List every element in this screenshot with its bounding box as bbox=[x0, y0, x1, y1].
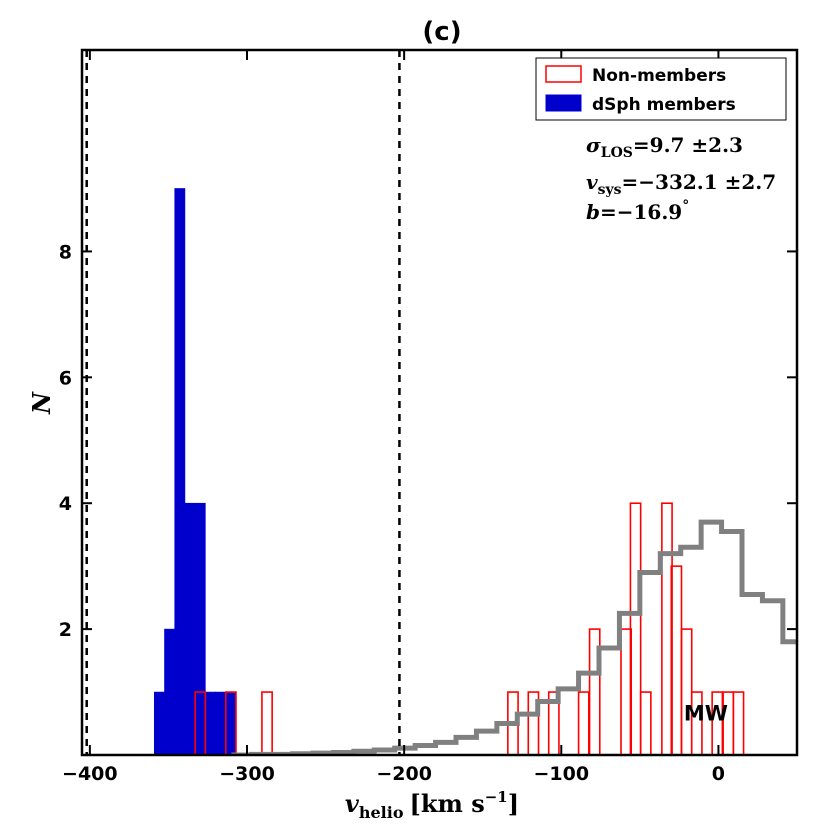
legend-swatch-nonmembers bbox=[545, 65, 582, 83]
y-axis-ticks: 2 4 6 8 bbox=[59, 241, 797, 641]
nonmember-bar bbox=[690, 691, 703, 755]
annotation-sigma: σLOS=9.7 ±2.3 bbox=[586, 133, 743, 161]
members-bars bbox=[153, 188, 237, 755]
member-bar bbox=[184, 502, 196, 755]
x-axis-ticks: −400 −300 −200 −100 0 bbox=[62, 50, 725, 785]
nonmembers-bars bbox=[194, 502, 745, 755]
legend-label-members: dSph members bbox=[592, 95, 736, 115]
x-tick-label: −100 bbox=[533, 763, 589, 785]
mw-curve bbox=[231, 519, 797, 755]
member-bar bbox=[225, 691, 237, 755]
nonmember-bar bbox=[629, 502, 642, 755]
x-tick-label: −200 bbox=[376, 763, 432, 785]
chart-title: (c) bbox=[422, 17, 461, 47]
nonmember-bar bbox=[577, 691, 590, 755]
legend-label-nonmembers: Non-members bbox=[592, 66, 726, 86]
member-bar bbox=[174, 188, 186, 755]
y-tick-label: 4 bbox=[59, 493, 72, 515]
y-tick-label: 2 bbox=[59, 619, 72, 641]
member-bar bbox=[153, 691, 165, 755]
y-axis-label: N bbox=[27, 391, 56, 415]
nonmember-bar bbox=[639, 691, 652, 755]
x-axis-label: vhelio [km s−1] bbox=[345, 788, 519, 822]
legend-swatch-members bbox=[545, 94, 582, 112]
y-tick-label: 6 bbox=[59, 367, 72, 389]
nonmember-bar bbox=[547, 691, 560, 755]
mw-step-line bbox=[231, 519, 797, 755]
annotation-vsys: vsys=−332.1 ±2.7 bbox=[586, 170, 776, 198]
nonmember-bar bbox=[732, 691, 745, 755]
member-bar bbox=[205, 691, 216, 755]
nonmember-bar bbox=[194, 691, 207, 755]
nonmember-bar bbox=[261, 691, 273, 755]
nonmember-bar bbox=[224, 691, 237, 755]
x-tick-label: 0 bbox=[712, 763, 725, 785]
nonmember-bar bbox=[527, 691, 540, 755]
member-bar bbox=[215, 691, 227, 755]
plot-frame bbox=[80, 48, 799, 757]
annotation-b: b=−16.9° bbox=[586, 198, 689, 224]
legend: Non-members dSph members bbox=[535, 57, 787, 121]
x-tick-label: −400 bbox=[62, 763, 118, 785]
x-tick-label: −300 bbox=[219, 763, 275, 785]
member-bar bbox=[164, 628, 176, 755]
mw-label: MW bbox=[684, 701, 728, 725]
member-bar bbox=[194, 502, 206, 755]
dashed-reference-lines bbox=[85, 50, 401, 755]
nonmember-bar bbox=[680, 628, 693, 755]
y-tick-label: 8 bbox=[59, 241, 72, 263]
